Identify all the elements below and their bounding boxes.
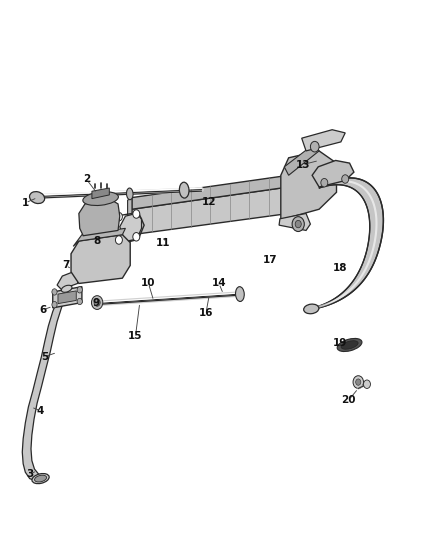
- Circle shape: [77, 298, 82, 305]
- Text: 2: 2: [83, 174, 90, 184]
- Circle shape: [364, 380, 371, 389]
- Text: 19: 19: [333, 338, 347, 349]
- Text: 8: 8: [93, 236, 101, 246]
- Polygon shape: [281, 151, 336, 220]
- Ellipse shape: [29, 191, 45, 204]
- Ellipse shape: [35, 475, 46, 482]
- Polygon shape: [22, 289, 70, 481]
- Text: 17: 17: [263, 255, 278, 265]
- Circle shape: [295, 220, 301, 228]
- Circle shape: [321, 179, 328, 187]
- Text: 16: 16: [199, 308, 213, 318]
- Polygon shape: [79, 199, 120, 236]
- Ellipse shape: [83, 192, 118, 206]
- Text: 14: 14: [212, 278, 226, 288]
- Circle shape: [342, 175, 349, 183]
- Circle shape: [52, 289, 57, 295]
- Ellipse shape: [236, 287, 244, 302]
- Circle shape: [94, 299, 100, 306]
- Circle shape: [292, 216, 304, 231]
- Ellipse shape: [32, 473, 49, 483]
- Polygon shape: [58, 291, 76, 304]
- Circle shape: [133, 210, 140, 218]
- Ellipse shape: [127, 188, 133, 200]
- Polygon shape: [120, 214, 141, 243]
- Polygon shape: [284, 143, 319, 175]
- Text: 13: 13: [295, 160, 310, 169]
- Circle shape: [92, 296, 103, 310]
- Circle shape: [77, 287, 82, 293]
- Text: 12: 12: [202, 197, 217, 207]
- Polygon shape: [73, 228, 125, 246]
- Circle shape: [116, 236, 122, 244]
- Ellipse shape: [337, 338, 362, 351]
- Ellipse shape: [341, 341, 358, 349]
- Text: 3: 3: [26, 470, 33, 479]
- Text: 1: 1: [22, 198, 29, 208]
- Polygon shape: [71, 235, 130, 284]
- Text: 20: 20: [342, 395, 356, 405]
- Polygon shape: [279, 214, 311, 230]
- Text: 10: 10: [141, 278, 156, 288]
- Text: 18: 18: [333, 263, 347, 272]
- Polygon shape: [132, 175, 289, 209]
- Polygon shape: [127, 198, 132, 237]
- Polygon shape: [312, 160, 354, 187]
- Polygon shape: [302, 130, 345, 151]
- Ellipse shape: [61, 285, 72, 292]
- Circle shape: [353, 376, 364, 389]
- Ellipse shape: [304, 304, 319, 314]
- Circle shape: [116, 213, 122, 221]
- Polygon shape: [132, 187, 289, 235]
- Polygon shape: [92, 188, 110, 199]
- Text: 7: 7: [62, 261, 70, 270]
- Circle shape: [52, 302, 57, 308]
- Polygon shape: [57, 272, 79, 290]
- Polygon shape: [308, 178, 383, 309]
- Text: 4: 4: [37, 406, 44, 416]
- Circle shape: [311, 141, 319, 152]
- Text: 9: 9: [93, 297, 100, 308]
- Circle shape: [356, 379, 361, 385]
- Text: 6: 6: [39, 305, 46, 315]
- Ellipse shape: [180, 182, 189, 198]
- Text: 15: 15: [128, 332, 143, 342]
- Polygon shape: [53, 287, 82, 308]
- Circle shape: [133, 232, 140, 241]
- Text: 11: 11: [156, 238, 170, 248]
- Text: 5: 5: [41, 352, 49, 361]
